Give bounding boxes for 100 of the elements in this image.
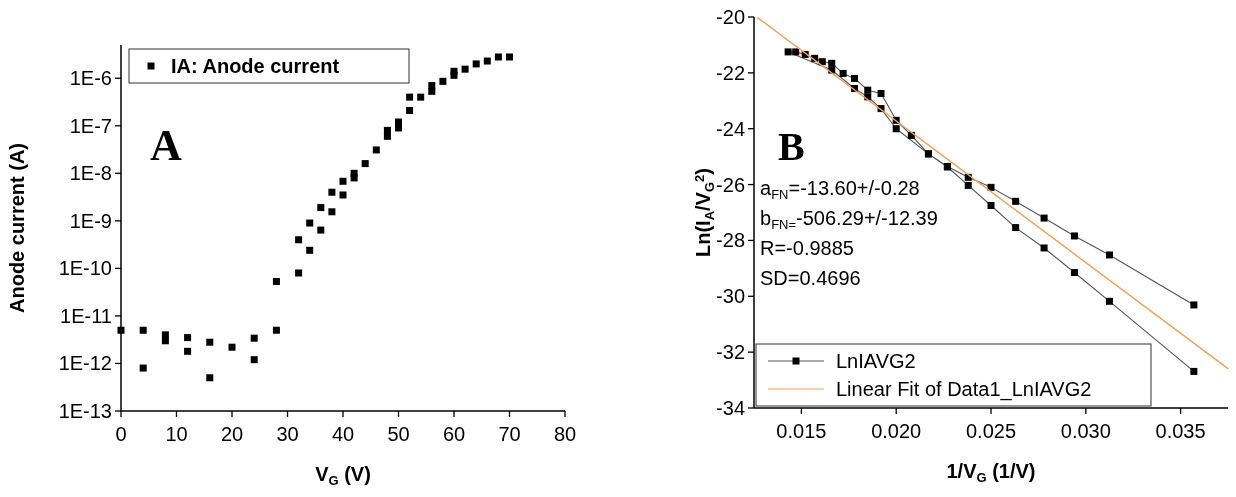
- point: [784, 48, 792, 56]
- x-tick-label: 50: [387, 423, 410, 445]
- y-tick-label: 1E-8: [69, 162, 112, 185]
- point: [317, 226, 325, 234]
- point: [295, 269, 303, 277]
- point: [250, 356, 258, 364]
- point: [406, 93, 414, 101]
- x-tick-label: 30: [276, 423, 299, 445]
- point: [877, 90, 885, 98]
- x-tick-label: 0.020: [871, 420, 922, 442]
- y-tick-label: 1E-12: [58, 352, 112, 375]
- y-tick-label: -28: [716, 229, 745, 252]
- point: [117, 326, 125, 334]
- point: [1070, 232, 1078, 240]
- x-tick-label: 70: [498, 423, 521, 445]
- y-tick-label: 1E-13: [58, 400, 112, 422]
- y-tick-label: -22: [716, 61, 745, 84]
- y-axis-title: Anode current (A): [6, 143, 28, 313]
- point: [184, 347, 192, 355]
- point: [1012, 197, 1020, 205]
- point: [339, 191, 347, 199]
- point: [1040, 214, 1048, 222]
- point: [361, 160, 369, 168]
- point: [1190, 367, 1198, 375]
- x-tick-label: 0.015: [776, 420, 827, 442]
- annotation: R=-0.9885: [760, 237, 854, 259]
- point: [1040, 244, 1048, 252]
- point: [450, 71, 458, 79]
- y-tick-label: -20: [716, 6, 745, 28]
- point: [461, 65, 469, 73]
- x-tick-label: 0.030: [1060, 420, 1111, 442]
- point: [483, 57, 491, 65]
- point: [987, 202, 995, 210]
- point: [161, 337, 169, 345]
- point: [328, 208, 336, 216]
- point: [792, 48, 800, 56]
- annotation: a$_{FN}$=-13.60+/-0.28: [760, 177, 920, 202]
- point: [372, 146, 380, 154]
- annotation: A: [150, 121, 182, 170]
- point: [272, 277, 280, 285]
- x-tick-label: 40: [331, 423, 355, 445]
- point: [1070, 269, 1078, 277]
- x-tick-label: 0: [115, 423, 127, 445]
- point: [892, 125, 900, 133]
- y-tick-label: 1E-11: [60, 304, 112, 327]
- legend-label: IA: Anode current: [171, 55, 340, 77]
- point: [250, 334, 258, 342]
- annotation: SD=0.4696: [760, 267, 861, 289]
- point: [417, 93, 425, 101]
- point: [139, 326, 147, 334]
- point: [839, 69, 847, 77]
- point: [228, 343, 236, 351]
- x-tick-label: 0.025: [965, 420, 1017, 442]
- y-tick-label: -32: [716, 341, 745, 364]
- point: [206, 338, 214, 346]
- x-axis-title: V$_{G}$ (V): [315, 463, 371, 488]
- point: [306, 246, 314, 254]
- y-tick-label: 1E-6: [69, 67, 112, 90]
- x-tick-label: 10: [165, 423, 188, 445]
- y-tick-label: -26: [716, 173, 745, 196]
- point: [339, 177, 347, 185]
- point: [1190, 301, 1198, 309]
- point: [987, 183, 995, 191]
- point: [850, 74, 858, 82]
- x-tick-label: 60: [442, 423, 466, 445]
- y-tick-label: -34: [716, 397, 745, 419]
- point: [328, 188, 336, 196]
- point: [350, 174, 358, 182]
- point: [828, 59, 836, 67]
- point: [295, 236, 303, 244]
- annotation: B: [778, 124, 805, 169]
- point: [184, 334, 192, 342]
- point: [306, 219, 314, 227]
- point: [206, 374, 214, 382]
- point: [395, 124, 402, 132]
- point: [818, 58, 826, 66]
- annotation: b$_{FN=}$-506.29+/-12.39: [760, 207, 938, 232]
- x-tick-label: 20: [220, 423, 244, 445]
- point: [1012, 224, 1020, 232]
- point: [494, 53, 502, 61]
- y-tick-label: 1E-10: [58, 257, 112, 280]
- x-tick-label: 80: [553, 423, 577, 445]
- y-tick-label: -30: [716, 285, 745, 308]
- point: [139, 364, 147, 372]
- point: [964, 181, 972, 189]
- legend-label: Linear Fit of Data1_LnIAVG2: [836, 378, 1092, 401]
- point: [1106, 297, 1113, 305]
- point: [272, 326, 280, 334]
- point: [439, 77, 447, 85]
- y-tick-label: 1E-9: [69, 209, 112, 232]
- y-tick-label: 1E-7: [69, 114, 112, 137]
- point: [428, 87, 436, 95]
- point: [383, 132, 391, 140]
- point: [506, 53, 513, 61]
- point: [472, 60, 480, 68]
- point: [1106, 251, 1113, 259]
- x-tick-label: 0.035: [1155, 420, 1206, 442]
- y-tick-label: -24: [716, 117, 745, 140]
- point: [406, 106, 414, 114]
- legend-label: LnIAVG2: [836, 350, 916, 372]
